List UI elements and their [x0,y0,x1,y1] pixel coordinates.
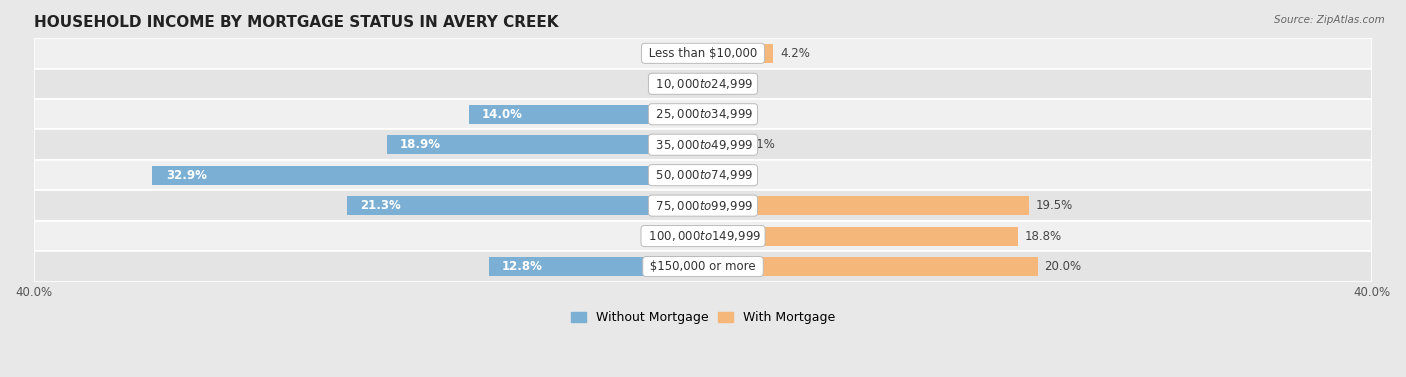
Text: 21.3%: 21.3% [360,199,401,212]
Bar [703,135,738,154]
Text: 2.1%: 2.1% [745,138,775,151]
Text: 32.9%: 32.9% [166,169,207,182]
Bar [34,221,1372,251]
Text: 4.2%: 4.2% [780,47,810,60]
Bar [686,227,703,245]
Text: $25,000 to $34,999: $25,000 to $34,999 [652,107,754,121]
Bar [703,44,773,63]
Bar [34,38,1372,69]
Bar [34,251,1372,282]
Text: 19.5%: 19.5% [1036,199,1073,212]
Bar [34,99,1372,129]
Bar [703,227,1018,245]
Text: 0.0%: 0.0% [650,230,679,242]
Text: Less than $10,000: Less than $10,000 [645,47,761,60]
Text: HOUSEHOLD INCOME BY MORTGAGE STATUS IN AVERY CREEK: HOUSEHOLD INCOME BY MORTGAGE STATUS IN A… [34,15,558,30]
Bar [686,74,703,93]
Text: $10,000 to $24,999: $10,000 to $24,999 [652,77,754,91]
Text: 12.8%: 12.8% [502,260,543,273]
Bar [489,257,703,276]
Text: 0.0%: 0.0% [727,77,756,90]
Bar [686,44,703,63]
Bar [703,166,720,185]
Text: $75,000 to $99,999: $75,000 to $99,999 [652,199,754,213]
Text: 0.0%: 0.0% [650,47,679,60]
Bar [152,166,703,185]
Bar [34,129,1372,160]
Text: 18.9%: 18.9% [401,138,441,151]
Bar [703,257,1038,276]
Text: 20.0%: 20.0% [1045,260,1081,273]
Text: $100,000 to $149,999: $100,000 to $149,999 [644,229,762,243]
Bar [703,105,720,124]
Bar [468,105,703,124]
Bar [34,69,1372,99]
Text: $50,000 to $74,999: $50,000 to $74,999 [652,168,754,182]
Bar [387,135,703,154]
Bar [34,160,1372,190]
Text: $150,000 or more: $150,000 or more [647,260,759,273]
Bar [703,74,720,93]
Text: 14.0%: 14.0% [482,108,523,121]
Text: 18.8%: 18.8% [1025,230,1062,242]
Legend: Without Mortgage, With Mortgage: Without Mortgage, With Mortgage [565,306,841,329]
Text: 0.0%: 0.0% [727,169,756,182]
Text: Source: ZipAtlas.com: Source: ZipAtlas.com [1274,15,1385,25]
Bar [346,196,703,215]
Text: 0.0%: 0.0% [650,77,679,90]
Bar [703,196,1029,215]
Text: 0.0%: 0.0% [727,108,756,121]
Text: $35,000 to $49,999: $35,000 to $49,999 [652,138,754,152]
Bar [34,190,1372,221]
